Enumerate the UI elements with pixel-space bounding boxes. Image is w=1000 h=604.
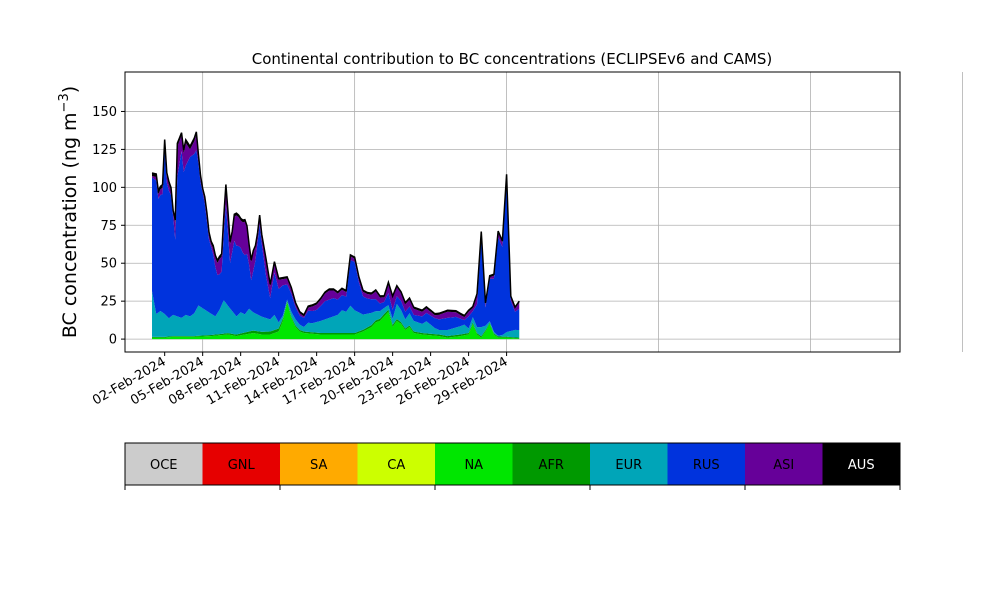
legend-label-sa: SA [310, 458, 327, 473]
y-axis-label-exponent: −3 [57, 93, 72, 112]
y-axis-label-main: BC concentration (ng m [59, 112, 81, 338]
y-tick-label-1: 25 [100, 295, 117, 310]
y-tick-label-6: 150 [92, 105, 117, 120]
legend-label-oce: OCE [150, 458, 178, 473]
area-rus [152, 150, 520, 336]
area-eur [152, 291, 520, 338]
x-axis: 02-Feb-202405-Feb-202408-Feb-202411-Feb-… [90, 352, 511, 408]
legend-label-asi: ASI [773, 458, 794, 473]
legend-frame [124, 442, 901, 486]
plot-frame [124, 71, 901, 353]
legend-swatch-rus [667, 443, 745, 485]
legend-label-aus: AUS [848, 458, 875, 473]
legend-swatch-oce [125, 443, 203, 485]
y-axis: 0 25 50 75 100 125 150 [92, 105, 125, 348]
legend-swatch-na [435, 443, 513, 485]
legend-label-na: NA [464, 458, 483, 473]
legend-swatch-eur [590, 443, 668, 485]
y-axis-label-close: ) [59, 86, 81, 93]
y-tick-label-4: 100 [92, 181, 117, 196]
y-axis-label: BC concentration (ng m−3) [57, 86, 81, 338]
plot-area: 0 25 50 75 100 125 150 02-Feb-202405-Feb-20240… [90, 71, 963, 408]
stacked-areas [152, 131, 520, 340]
legend-label-gnl: GNL [228, 458, 256, 473]
legend-swatch-asi [745, 443, 823, 485]
total-outline [151, 131, 520, 317]
legend-swatch-aus [822, 443, 900, 485]
legend-swatch-sa [280, 443, 358, 485]
legend-label-afr: AFR [539, 458, 564, 473]
legend-colorbar: OCE GNL SA CA NA AFR EUR RUS ASI AUS [124, 442, 901, 490]
y-tick-label-2: 50 [100, 257, 117, 272]
chart-title: Continental contribution to BC concentra… [252, 50, 773, 68]
y-tick-label-3: 75 [100, 219, 117, 234]
legend-swatch-ca [357, 443, 435, 485]
legend-label-eur: EUR [615, 458, 642, 473]
area-afr [152, 301, 520, 339]
y-tick-label-0: 0 [109, 333, 117, 348]
legend-swatch-gnl [202, 443, 280, 485]
legend-swatch-afr [512, 443, 590, 485]
legend-label-ca: CA [387, 458, 405, 473]
area-asi [152, 134, 520, 321]
legend-label-rus: RUS [693, 458, 720, 473]
y-tick-label-5: 125 [92, 143, 117, 158]
